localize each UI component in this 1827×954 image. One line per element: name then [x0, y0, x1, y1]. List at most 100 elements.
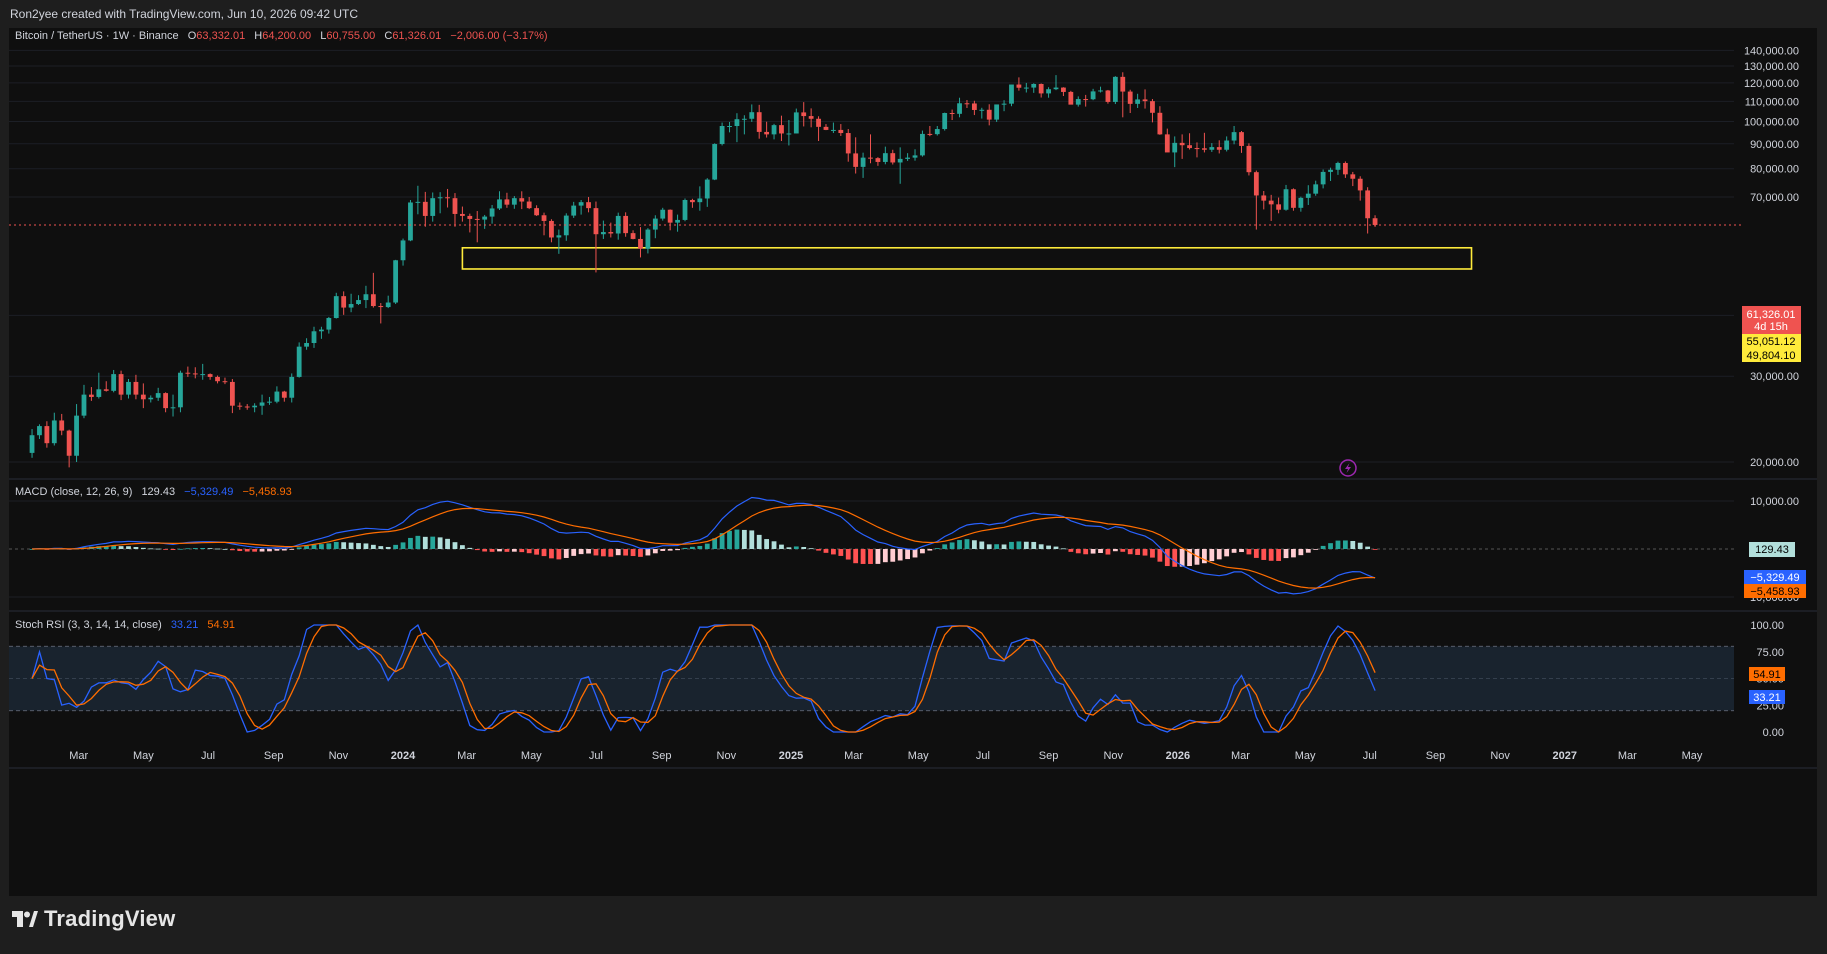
lightning-icon[interactable] — [1339, 459, 1357, 477]
candle — [660, 207, 666, 221]
candle-body — [882, 153, 888, 162]
tradingview-logo[interactable]: TradingView — [12, 906, 175, 932]
candle-body — [1083, 99, 1089, 101]
candle — [170, 394, 176, 417]
support-zone[interactable] — [461, 246, 1473, 270]
macd-hist-bar — [756, 534, 762, 549]
macd-hist-bar — [237, 549, 243, 552]
candle — [215, 375, 220, 384]
candle — [44, 421, 50, 448]
symbol-header[interactable]: Bitcoin / TetherUS · 1W · Binance O63,33… — [15, 30, 548, 42]
macd-hist-bar — [445, 538, 450, 549]
candle-body — [1283, 189, 1289, 210]
macd-hist-bar — [341, 542, 347, 549]
macd-hist-bar — [192, 548, 198, 549]
time-tick-label: May — [1682, 750, 1703, 762]
candle — [771, 123, 777, 140]
candle-body — [690, 200, 695, 203]
candle — [222, 377, 228, 385]
candle-body — [905, 157, 910, 159]
macd-hist-bar — [1231, 549, 1237, 553]
candle — [155, 387, 161, 401]
candle — [719, 122, 725, 146]
candle-body — [1298, 197, 1304, 208]
macd-hist-bar — [370, 544, 376, 549]
price-tick-label: 100,000.00 — [1744, 117, 1799, 129]
macd-hist-bar — [882, 549, 888, 563]
price-grid — [9, 49, 1734, 463]
macd-hist-bar — [853, 549, 859, 564]
candle-body — [1209, 147, 1215, 150]
candle-body — [1001, 103, 1007, 105]
candle — [1009, 84, 1014, 107]
candle — [29, 429, 35, 458]
macd-hist-bar — [289, 549, 295, 550]
macd-line-badge: −5,329.49 — [1744, 570, 1806, 584]
macd-hist-bar — [244, 549, 250, 552]
time-axis[interactable]: Mar May Jul Sep Nov 2024 Mar May Jul Sep Nov 2025 Ma… — [69, 750, 1703, 762]
candle-body — [831, 129, 836, 131]
candle — [378, 303, 384, 324]
macd-hist-bar — [326, 543, 332, 549]
candle — [905, 153, 910, 161]
chart-canvas[interactable]: 140,000.00 130,000.00 120,000.00 110,000.00… — [9, 28, 1817, 896]
macd-hist-bar — [630, 549, 636, 557]
candle-body — [1291, 189, 1296, 208]
candles[interactable] — [29, 72, 1378, 468]
macd-hist-bar — [1216, 549, 1222, 560]
candle — [489, 204, 495, 224]
candle — [1135, 93, 1141, 108]
candle — [348, 293, 354, 313]
macd-hist-bar — [1112, 549, 1118, 552]
candle — [630, 230, 636, 240]
macd-hist-bar — [845, 549, 851, 560]
macd-hist-bar — [1001, 544, 1007, 549]
time-tick-label: 2024 — [391, 750, 416, 762]
candle-body — [1090, 91, 1096, 100]
chart-frame[interactable]: 140,000.00 130,000.00 120,000.00 110,000.00… — [9, 28, 1817, 896]
candle — [289, 373, 295, 403]
candle — [296, 342, 302, 378]
candle-body — [578, 202, 584, 206]
stoch-rsi-header[interactable]: Stoch RSI (3, 3, 14, 14, close) 33.21 54… — [15, 619, 235, 631]
candle — [163, 392, 168, 413]
macd-hist-bar — [497, 549, 502, 552]
macd-hist-bar — [1335, 540, 1341, 549]
candle-body — [1150, 101, 1155, 113]
candle — [326, 316, 332, 334]
candle-body — [1268, 200, 1274, 205]
candle — [816, 116, 821, 141]
candle-body — [319, 329, 324, 332]
price-tick-label: 110,000.00 — [1745, 96, 1799, 108]
candle-body — [89, 394, 94, 397]
candle-body — [1357, 178, 1363, 191]
macd-histogram — [29, 529, 1378, 567]
candle-body — [304, 343, 309, 347]
candle-body — [1328, 169, 1333, 172]
macd-signal-badge: −5,458.93 — [1744, 584, 1806, 598]
candle — [534, 205, 539, 216]
macd-signal-line — [31, 504, 1376, 589]
candle-body — [534, 208, 539, 216]
macd-hist-bar — [868, 549, 873, 564]
macd-hist-bar — [838, 549, 844, 556]
macd-hist-badge: 129.43 — [1749, 542, 1795, 557]
candle-body — [1261, 195, 1267, 201]
candle-body — [920, 133, 925, 156]
macd-hist-bar — [511, 549, 517, 552]
price-axis[interactable]: 140,000.00 130,000.00 120,000.00 110,000.00… — [1744, 45, 1799, 739]
candle-body — [1046, 89, 1051, 94]
candle-body — [868, 157, 873, 159]
macd-hist-bar — [1261, 549, 1267, 560]
candle-body — [103, 389, 109, 391]
candle-body — [29, 435, 35, 453]
candle — [1320, 169, 1326, 189]
macd-hist-bar — [274, 549, 280, 551]
candle — [148, 395, 154, 403]
candle — [1224, 136, 1230, 152]
macd-header[interactable]: MACD (close, 12, 26, 9) 129.43 −5,329.49… — [15, 486, 292, 498]
candle — [682, 198, 688, 222]
candle — [875, 157, 881, 166]
candle-body — [489, 208, 495, 217]
candle — [645, 228, 651, 254]
